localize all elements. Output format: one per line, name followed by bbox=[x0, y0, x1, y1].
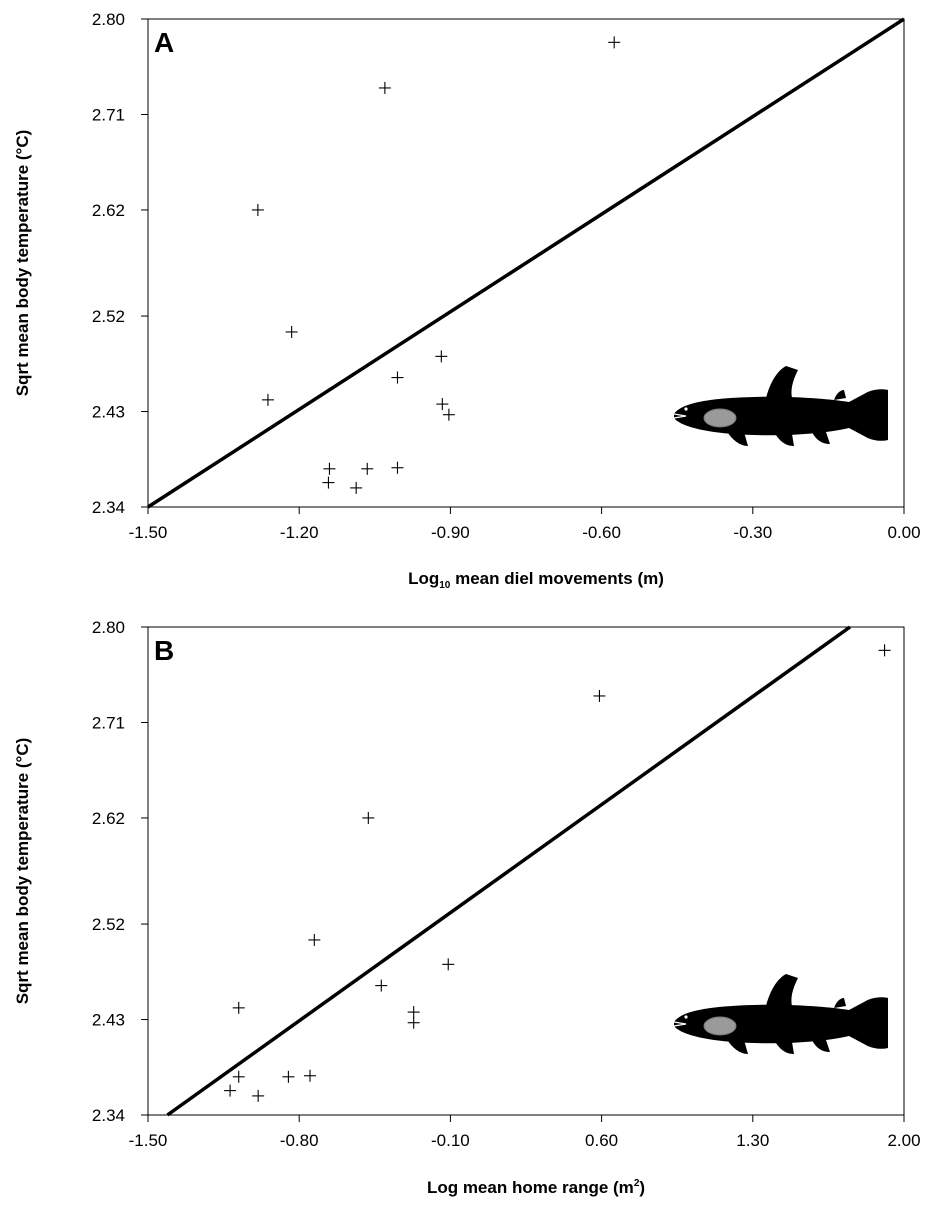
panel-b-data-point bbox=[282, 1070, 295, 1083]
panel-b-tag-mark bbox=[703, 1016, 737, 1036]
panel-b-x-axis-title: Log mean home range (m2) bbox=[427, 1178, 645, 1197]
panel-b-y-tick-label: 2.34 bbox=[92, 1106, 125, 1125]
panel-b-y-tick-label: 2.80 bbox=[92, 618, 125, 637]
panel-b-data-point bbox=[224, 1084, 237, 1097]
panel-a-x-tick-label: -0.60 bbox=[582, 523, 621, 542]
panel-b-x-tick-label: 0.60 bbox=[585, 1131, 618, 1150]
panel-b-data-point bbox=[362, 811, 375, 824]
panel-b-y-tick-label: 2.43 bbox=[92, 1011, 125, 1030]
panel-a-y-tick-label: 2.52 bbox=[92, 307, 125, 326]
panel-a-data-point bbox=[378, 81, 391, 94]
panel-a-data-point bbox=[361, 462, 374, 475]
panel-b-data-point bbox=[407, 1016, 420, 1029]
panel-b-fit-line bbox=[166, 625, 852, 1117]
panel-a-fit-line bbox=[147, 17, 905, 509]
panel-b: -1.50 -0.80 -0.10 0.60 1.30 2.00 2.34 2.43 2.52 2… bbox=[13, 618, 921, 1197]
panel-a-x-tick-label: -1.50 bbox=[129, 523, 168, 542]
panel-b-data-point bbox=[375, 979, 388, 992]
panel-a-data-point bbox=[323, 462, 336, 475]
panel-a-tag-mark bbox=[703, 408, 737, 428]
panel-a-data-point bbox=[436, 398, 449, 411]
panel-b-data-point bbox=[442, 958, 455, 971]
panel-a-y-tick-label: 2.80 bbox=[92, 10, 125, 29]
panel-a-x-tick-label: -1.20 bbox=[280, 523, 319, 542]
panel-a-data-point bbox=[285, 325, 298, 338]
panel-b-data-point bbox=[304, 1069, 316, 1082]
panel-a: -1.50 -1.20 -0.90 -0.60 -0.30 0.00 2.34 2.43 2.5… bbox=[13, 10, 921, 591]
panel-b-x-tick-label: -1.50 bbox=[129, 1131, 168, 1150]
panel-a-data-point bbox=[435, 350, 448, 363]
panel-b-data-point bbox=[407, 1006, 420, 1019]
panel-a-y-axis-title: Sqrt mean body temperature (°C) bbox=[13, 130, 32, 397]
panel-b-data-point bbox=[232, 1001, 245, 1014]
panel-b-data-point bbox=[252, 1089, 265, 1102]
panel-b-x-tick-label: 1.30 bbox=[736, 1131, 769, 1150]
panel-a-data-point bbox=[322, 476, 335, 489]
panel-b-trout-icon bbox=[673, 973, 889, 1055]
panel-a-x-tick-label: -0.30 bbox=[733, 523, 772, 542]
panel-a-plot-frame bbox=[147, 18, 905, 508]
panel-a-letter: A bbox=[154, 27, 174, 58]
panel-a-y-tick-label: 2.43 bbox=[92, 403, 125, 422]
panel-a-data-point bbox=[261, 393, 274, 406]
panel-a-x-tick-label: 0.00 bbox=[887, 523, 920, 542]
panel-a-data-point bbox=[608, 36, 621, 49]
panel-a-x-axis-title: Log10 mean diel movements (m) bbox=[408, 569, 664, 591]
panel-b-letter: B bbox=[154, 635, 174, 666]
panel-a-y-tick-label: 2.62 bbox=[92, 201, 125, 220]
panel-b-data-point bbox=[878, 644, 891, 657]
panel-a-data-point bbox=[391, 371, 404, 384]
panel-b-data-point bbox=[308, 933, 321, 946]
panel-b-y-tick-label: 2.52 bbox=[92, 915, 125, 934]
panel-a-data-point bbox=[391, 461, 404, 474]
panel-b-y-tick-label: 2.62 bbox=[92, 809, 125, 828]
panel-b-plot-frame bbox=[147, 626, 905, 1116]
panel-b-data-point bbox=[232, 1070, 245, 1083]
panel-b-y-tick-label: 2.71 bbox=[92, 713, 125, 732]
panel-b-x-tick-label: -0.80 bbox=[280, 1131, 319, 1150]
panel-b-x-tick-label: -0.10 bbox=[431, 1131, 470, 1150]
panel-a-data-point bbox=[442, 408, 455, 421]
panel-a-y-tick-label: 2.34 bbox=[92, 498, 125, 517]
panel-b-x-tick-label: 2.00 bbox=[887, 1131, 920, 1150]
panel-a-y-tick-label: 2.71 bbox=[92, 105, 125, 124]
panel-a-data-point bbox=[251, 203, 264, 216]
panel-a-x-tick-label: -0.90 bbox=[431, 523, 470, 542]
panel-a-trout-icon bbox=[673, 365, 889, 447]
panel-b-y-axis-title: Sqrt mean body temperature (°C) bbox=[13, 738, 32, 1005]
panel-b-data-point bbox=[593, 689, 606, 702]
panel-a-data-point bbox=[350, 481, 363, 494]
